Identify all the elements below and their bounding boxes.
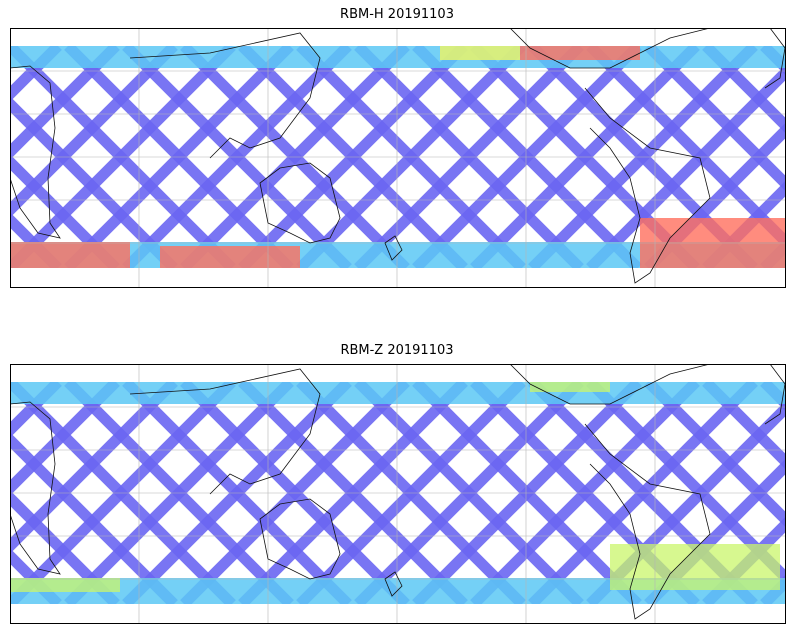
swath-ascending (10, 382, 62, 438)
panel-title-top: RBM-H 20191103 (340, 7, 454, 22)
coastline-path (259, 498, 341, 580)
coastline-path (764, 363, 786, 425)
swath-ascending (10, 382, 120, 496)
map-panel-bottom (9, 363, 786, 624)
hot-region (10, 242, 130, 268)
coastlines (9, 27, 786, 284)
coastline-path (764, 27, 786, 89)
swath-ascending (10, 46, 120, 160)
coastline-path (384, 571, 403, 597)
coastline-path (129, 32, 321, 159)
swath-map-top (9, 27, 786, 288)
coastline-path (584, 423, 711, 620)
coastlines (9, 363, 786, 620)
coastline-path (9, 401, 61, 575)
north-band (10, 382, 786, 404)
coastline-path (259, 162, 341, 244)
swath-descending (702, 382, 786, 470)
swath-ascending (10, 46, 62, 102)
hot-region (160, 246, 300, 268)
coastline-path (509, 27, 711, 69)
swath-map-bottom (9, 363, 786, 624)
warm-region (440, 46, 520, 60)
hot-region (520, 46, 640, 60)
panel-title-bottom: RBM-Z 20191103 (340, 343, 454, 358)
warm-region (530, 382, 610, 392)
coastline-path (509, 363, 711, 405)
north-band (10, 46, 786, 68)
warm-region (10, 578, 120, 592)
gridlines (10, 28, 786, 288)
swath-descending (702, 46, 786, 134)
coastline-path (584, 87, 711, 284)
swath-descending (10, 212, 62, 268)
coastline-path (384, 235, 403, 261)
gridlines (10, 364, 786, 624)
coastline-path (129, 368, 321, 495)
swath-descending (10, 154, 120, 268)
map-panel-top (9, 27, 786, 288)
swath-descending (10, 548, 62, 604)
warm-region (610, 544, 780, 590)
coastline-path (9, 65, 61, 239)
swath-descending (10, 490, 120, 604)
